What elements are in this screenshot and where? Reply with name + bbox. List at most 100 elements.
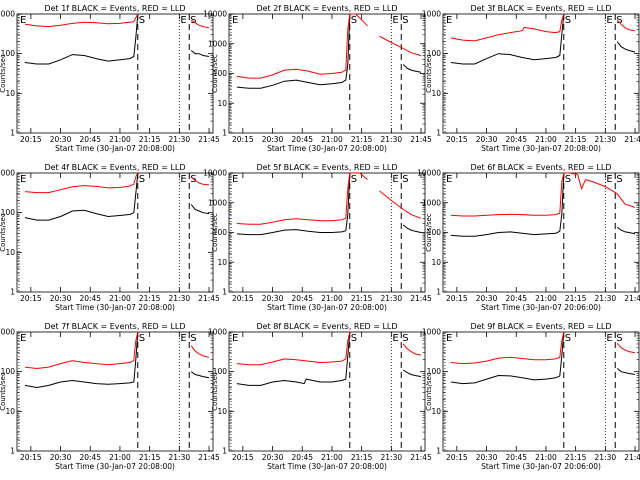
chart-panel-8: Det 8f BLACK = Events, RED = LLD 1 10 100 10… [208,322,432,471]
series-line-lld [450,331,636,365]
series-line-events [236,172,422,236]
y-axis-label: Counts/sec [211,213,219,252]
y-tick-label: 10 [217,407,227,416]
x-tick-label: 21:15 [351,294,373,303]
y-tick-label: 1000 [0,10,15,19]
x-tick-label: 21:00 [321,135,343,144]
marker-label: E [606,333,612,344]
marker-label: S [139,333,145,344]
marker-label: S [565,174,571,185]
marker-label: S [616,15,622,26]
y-tick-label: 100 [1,49,16,58]
x-tick-label: 20:30 [476,294,498,303]
chart-panel-6: Det 6f BLACK = Events, RED = LLD 1 10 100 10… [417,163,640,312]
chart-title: Det 8f BLACK = Events, RED = LLD [256,322,397,331]
x-tick-label: 20:30 [50,294,72,303]
x-tick-label: 21:15 [139,135,161,144]
x-tick-label: 20:15 [446,135,468,144]
y-tick-label: 1000 [422,198,441,207]
x-tick-label: 21:00 [535,453,557,462]
marker-label: S [351,15,357,26]
marker-label: E [180,15,186,26]
x-tick-label: 21:00 [109,453,131,462]
series-line-lld [450,13,636,42]
y-tick-label: 10 [217,99,227,108]
y-tick-label: 10 [5,248,15,257]
y-tick-label: 1 [222,447,227,456]
marker-label: E [20,174,26,185]
y-tick-label: 10000 [417,169,441,178]
x-tick-label: 20:15 [232,453,254,462]
x-tick-label: 21:45 [198,453,220,462]
series-line-lld [236,172,422,225]
marker-label: S [190,333,196,344]
x-tick-label: 21:45 [410,453,432,462]
x-tick-label: 21:45 [624,135,640,144]
y-tick-label: 10 [431,89,441,98]
x-axis-label: Start Time (30-Jan-07 20:08:00) [481,144,601,153]
x-tick-label: 21:30 [169,294,191,303]
marker-label: E [392,333,398,344]
chart-title: Det 4f BLACK = Events, RED = LLD [44,163,185,172]
x-tick-label: 21:00 [321,294,343,303]
y-tick-label: 100 [427,367,442,376]
y-axis-label: Counts/sec [0,213,7,252]
x-tick-label: 20:45 [79,453,101,462]
y-axis-label: Counts/sec [425,54,433,93]
y-tick-label: 100 [1,367,16,376]
y-tick-label: 1000 [208,198,227,207]
x-tick-label: 20:45 [505,453,527,462]
y-tick-label: 10000 [203,10,227,19]
y-tick-label: 1 [436,129,441,138]
chart-panel-2: Det 2f BLACK = Events, RED = LLD 1 10 100 10… [203,4,432,153]
plot-frame [16,331,214,452]
marker-label: E [20,333,26,344]
x-tick-label: 20:45 [79,135,101,144]
x-tick-label: 21:45 [624,453,640,462]
chart-panel-7: Det 7f BLACK = Events, RED = LLD 1 10 100 10… [0,322,220,471]
y-tick-label: 1 [222,288,227,297]
x-axis-label: Start Time (30-Jan-07 20:08:00) [267,144,387,153]
x-axis-label: Start Time (30-Jan-07 20:08:00) [55,303,175,312]
x-axis-label: Start Time (30-Jan-07 20:06:00) [481,462,601,471]
x-tick-label: 20:15 [232,294,254,303]
marker-label: S [402,174,408,185]
y-tick-label: 1000 [208,328,227,337]
x-tick-label: 20:30 [50,135,72,144]
series-line-events [24,172,210,221]
series-line-events [24,331,210,389]
marker-label: E [180,333,186,344]
x-tick-label: 20:15 [20,453,42,462]
marker-label: E [232,15,238,26]
x-tick-label: 21:30 [595,453,617,462]
chart-title: Det 2f BLACK = Events, RED = LLD [256,4,397,13]
x-tick-label: 21:15 [351,453,373,462]
series-line-events [24,13,210,65]
y-axis-label: Counts/sec [425,213,433,252]
x-tick-label: 21:30 [169,453,191,462]
marker-label: E [606,15,612,26]
x-axis-label: Start Time (30-Jan-07 20:06:00) [481,303,601,312]
y-axis-label: Counts/sec [0,372,7,411]
x-tick-label: 21:00 [321,453,343,462]
y-tick-label: 100 [213,69,228,78]
x-tick-label: 20:45 [79,294,101,303]
x-tick-label: 20:30 [262,294,284,303]
marker-label: S [402,15,408,26]
marker-label: E [232,333,238,344]
x-tick-label: 20:45 [291,135,313,144]
series-line-events [236,331,422,386]
x-tick-label: 20:45 [505,294,527,303]
y-tick-label: 1000 [208,39,227,48]
x-tick-label: 20:15 [446,294,468,303]
x-tick-label: 20:30 [262,135,284,144]
marker-label: S [139,15,145,26]
chart-title: Det 6f BLACK = Events, RED = LLD [470,163,611,172]
chart-panel-3: Det 3f BLACK = Events, RED = LLD 1 10 100 10… [422,4,640,153]
series-line-lld [24,331,210,370]
series-line-lld [236,331,422,366]
chart-title: Det 1f BLACK = Events, RED = LLD [44,4,185,13]
x-tick-label: 21:30 [595,135,617,144]
y-tick-label: 1000 [0,169,15,178]
